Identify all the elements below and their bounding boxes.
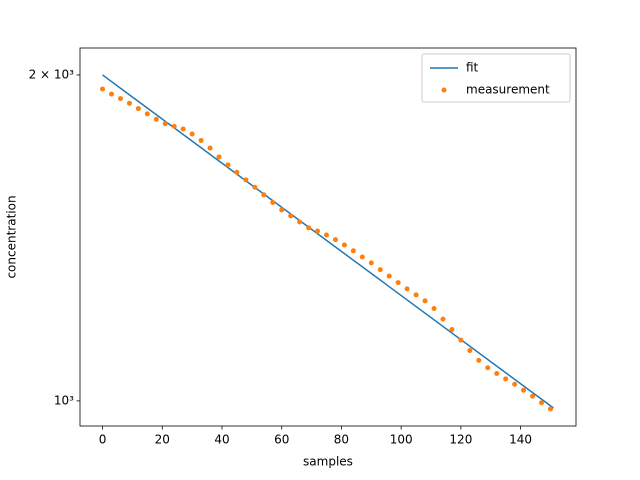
measurement-point: [431, 306, 437, 312]
measurement-point: [288, 213, 294, 219]
legend-marker: [441, 87, 447, 93]
measurement-point: [494, 370, 500, 376]
x-tick-label: 100: [390, 433, 413, 447]
measurement-point: [153, 116, 159, 122]
measurement-point: [422, 298, 428, 304]
measurement-point: [189, 131, 195, 137]
x-tick-label: 40: [214, 433, 229, 447]
legend-box: [421, 53, 571, 103]
measurement-point: [440, 316, 446, 322]
measurement-point: [547, 406, 553, 412]
measurement-point: [306, 225, 312, 231]
measurement-point: [261, 192, 267, 198]
measurement-point: [162, 121, 168, 127]
measurement-point: [476, 357, 482, 363]
measurement-point: [252, 184, 258, 190]
x-tick-label: 80: [334, 433, 349, 447]
measurement-point: [458, 337, 464, 343]
measurement-point: [225, 162, 231, 168]
measurement-point: [485, 365, 491, 371]
measurement-point: [207, 145, 213, 151]
measurement-point: [100, 86, 106, 92]
measurement-point: [297, 219, 303, 225]
measurement-point: [126, 100, 132, 106]
measurement-point: [350, 248, 356, 254]
measurement-point: [135, 106, 141, 112]
y-tick-label: 10³: [54, 393, 74, 407]
measurement-point: [234, 169, 240, 175]
y-axis-label: concentration: [5, 195, 19, 278]
measurement-point: [395, 280, 401, 286]
measurement-point: [332, 237, 338, 243]
measurement-point: [144, 111, 150, 117]
measurement-point: [216, 154, 222, 160]
x-tick-label: 20: [155, 433, 170, 447]
x-tick-label: 120: [449, 433, 472, 447]
measurement-point: [315, 228, 321, 234]
x-tick-label: 140: [509, 433, 532, 447]
measurement-point: [324, 232, 330, 238]
measurement-point: [171, 123, 177, 129]
measurement-point: [386, 273, 392, 279]
measurement-point: [530, 393, 536, 399]
measurement-point: [413, 292, 419, 298]
measurement-point: [539, 400, 545, 406]
fit-line: [102, 74, 554, 409]
measurement-point: [377, 267, 383, 273]
x-tick-label: 60: [274, 433, 289, 447]
x-tick-label: 0: [99, 433, 107, 447]
legend-label: fit: [466, 61, 479, 75]
legend-label: measurement: [466, 83, 550, 97]
measurement-point: [243, 177, 249, 183]
measurement-point: [180, 126, 186, 132]
measurement-point: [117, 96, 123, 102]
measurement-point: [109, 91, 115, 97]
measurement-point: [512, 381, 518, 387]
measurement-point: [368, 260, 374, 266]
measurement-point: [404, 286, 410, 292]
measurement-point: [449, 326, 455, 332]
measurement-point: [270, 199, 276, 205]
measurement-point: [341, 242, 347, 248]
measurement-point: [521, 387, 527, 393]
x-axis-label: samples: [303, 455, 353, 469]
measurement-point: [467, 348, 473, 354]
measurement-point: [198, 137, 204, 143]
measurement-point: [503, 376, 509, 382]
measurement-point: [279, 207, 285, 213]
plot-frame: [79, 47, 577, 427]
y-tick-label: 2 × 10³: [29, 67, 75, 81]
measurement-point: [359, 254, 365, 260]
